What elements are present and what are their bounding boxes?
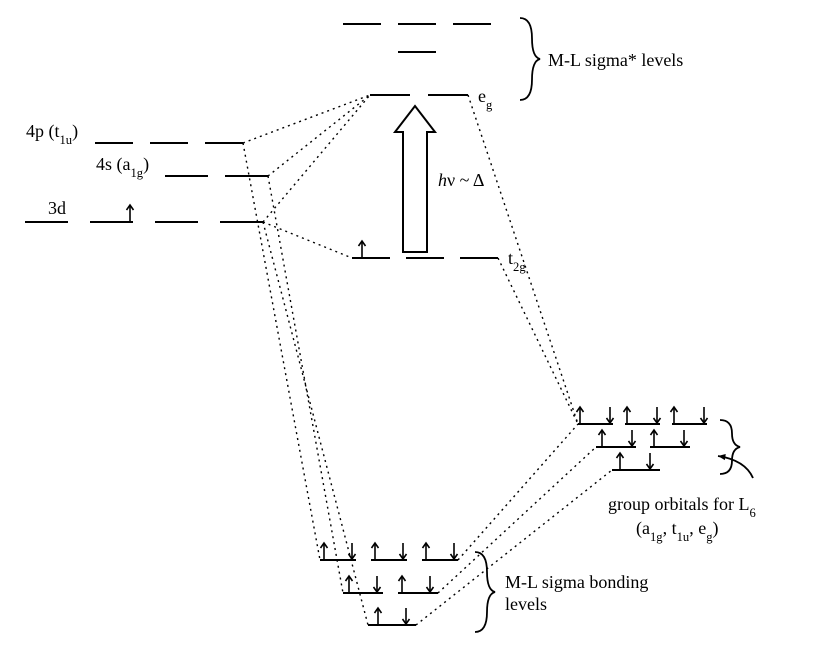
pointer-arrow [718,456,753,478]
mo-diagram: M-L sigma* levels eg t2g hν ~ Δ 4p (t1u) 4s (… [0,0,830,666]
electron-up [359,241,366,257]
label-group-orbitals-2: (a1g, t1u, eg) [636,518,718,544]
correlation-line [498,258,578,424]
electron-down [374,576,381,592]
electron-up [127,205,134,221]
electron-down [451,543,458,559]
electron-down [400,543,407,559]
electron-down [681,430,688,446]
electron-up [671,407,678,423]
correlation-line [268,95,370,176]
correlation-line [263,222,352,258]
brace-sigma-star [520,18,540,100]
electron-up [599,430,606,446]
electron-down [349,543,356,559]
correlation-line [263,95,370,222]
correlation-line [263,222,368,625]
label-sigma-bonding-2: levels [505,594,547,614]
electron-up [375,608,382,624]
brace-ligand [720,420,740,474]
label-sigma-star: M-L sigma* levels [548,50,683,70]
correlation-line [243,95,370,143]
label-3d: 3d [48,198,66,218]
electron-up [624,407,631,423]
electron-up [399,576,406,592]
electron-down [427,576,434,592]
correlation-line [268,176,343,593]
label-4s: 4s (a1g) [96,154,149,180]
electron-down [701,407,708,423]
label-hv: hν ~ Δ [438,170,484,190]
electron-down [647,453,654,469]
transition-arrow [395,106,435,252]
label-t2g: t2g [508,248,526,274]
electron-down [629,430,636,446]
correlation-line [458,424,578,560]
label-4p: 4p (t1u) [26,121,78,147]
electron-down [654,407,661,423]
brace-bonding [475,552,495,632]
label-sigma-bonding-1: M-L sigma bonding [505,572,648,592]
electron-up [617,453,624,469]
electron-up [651,430,658,446]
correlation-line [243,143,320,560]
electron-up [321,543,328,559]
electron-up [346,576,353,592]
electron-down [607,407,614,423]
electron-up [372,543,379,559]
electron-up [423,543,430,559]
electron-down [403,608,410,624]
label-group-orbitals-1: group orbitals for L6 [608,494,756,520]
label-eg: eg [478,86,493,112]
